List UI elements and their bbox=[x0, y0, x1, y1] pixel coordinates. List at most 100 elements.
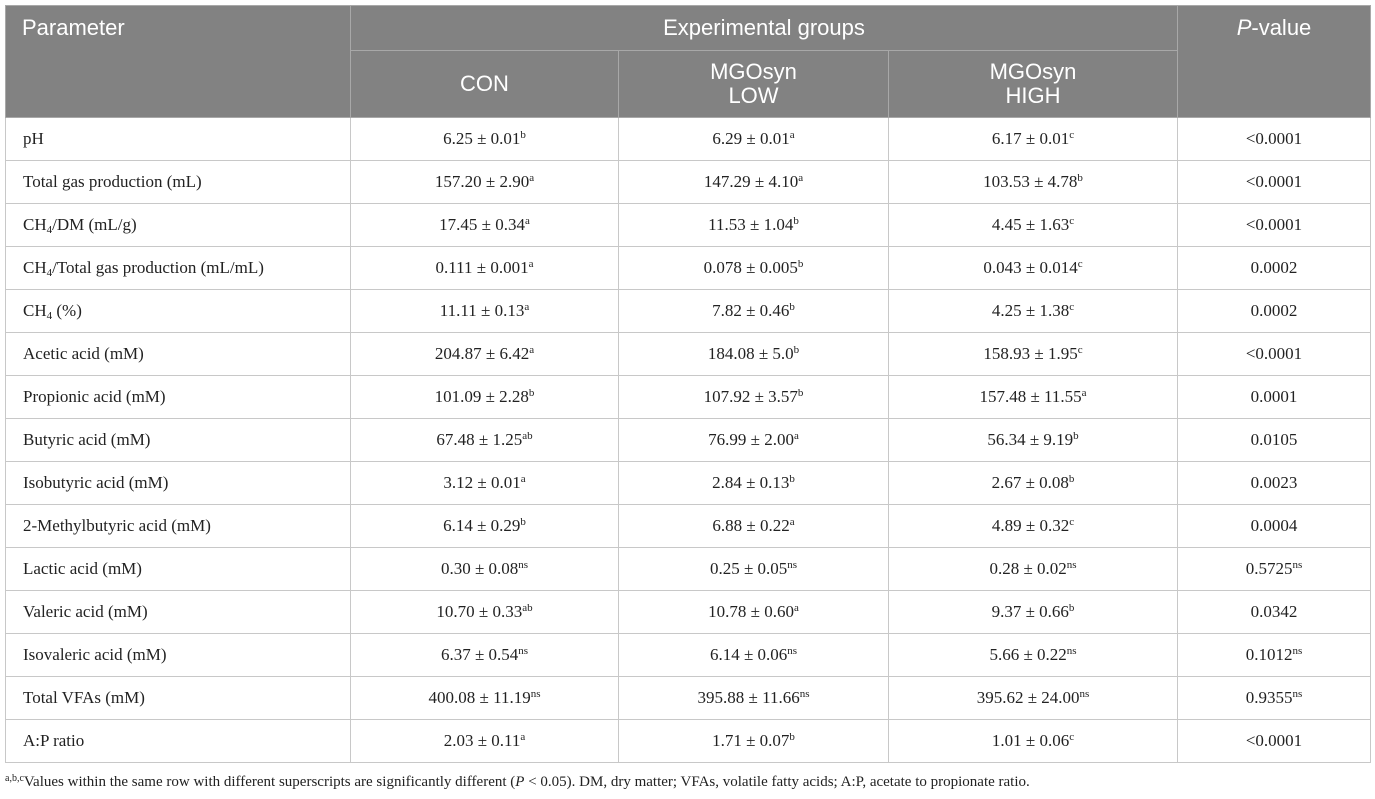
table-cell: 157.48 ± 11.55a bbox=[888, 375, 1178, 419]
row-label: Acetic acid (mM) bbox=[5, 332, 351, 376]
table-cell: 6.14 ± 0.06ns bbox=[618, 633, 889, 677]
row-label: Isobutyric acid (mM) bbox=[5, 461, 351, 505]
superscript: ns bbox=[1292, 645, 1303, 657]
superscript: ns bbox=[1292, 559, 1303, 571]
text-run: 0.25 ± 0.05 bbox=[709, 559, 788, 578]
text-run: 0.5725 bbox=[1245, 559, 1293, 578]
superscript: b bbox=[797, 258, 804, 270]
row-label: Propionic acid (mM) bbox=[5, 375, 351, 419]
table-cell: 6.37 ± 0.54ns bbox=[350, 633, 619, 677]
table-cell: 1.01 ± 0.06c bbox=[888, 719, 1178, 763]
text-run: Total gas production (mL) bbox=[23, 172, 202, 191]
table-row: Valeric acid (mM) 10.70 ± 0.33ab 10.78 ± 0… bbox=[5, 590, 1371, 634]
table-cell: 4.89 ± 0.32c bbox=[888, 504, 1178, 548]
text-run: 10.70 ± 0.33 bbox=[436, 602, 523, 621]
superscript: b bbox=[789, 473, 795, 485]
text-run: Total VFAs (mM) bbox=[23, 688, 145, 707]
text-run: 0.28 ± 0.02 bbox=[989, 559, 1067, 578]
text-run: 4.25 ± 1.38 bbox=[991, 301, 1070, 320]
table-cell: 0.0105 bbox=[1177, 418, 1371, 462]
table-cell: 76.99 ± 2.00a bbox=[618, 418, 889, 462]
text-run: 147.29 ± 4.10 bbox=[703, 172, 799, 191]
text-run: 103.53 ± 4.78 bbox=[983, 172, 1078, 191]
text-run: 1.71 ± 0.07 bbox=[712, 731, 790, 750]
table-cell: <0.0001 bbox=[1177, 719, 1371, 763]
superscript: a bbox=[520, 731, 526, 743]
table-cell: 5.66 ± 0.22ns bbox=[888, 633, 1178, 677]
table-row: Total VFAs (mM) 400.08 ± 11.19ns 395.88 ± … bbox=[5, 676, 1371, 720]
superscript: b bbox=[1068, 473, 1075, 485]
subscript: 4 bbox=[46, 310, 53, 322]
table-cell: 0.9355ns bbox=[1177, 676, 1371, 720]
superscript: b bbox=[789, 301, 795, 313]
text-run: 2.03 ± 0.11 bbox=[443, 731, 521, 750]
text-run: <0.0001 bbox=[1245, 172, 1303, 191]
superscript: a bbox=[1081, 387, 1087, 399]
table-row: A:P ratio 2.03 ± 0.11a 1.71 ± 0.07b 1.01 ± … bbox=[5, 719, 1371, 763]
text-run: 204.87 ± 6.42 bbox=[434, 344, 530, 363]
header-group-line: MGOsyn bbox=[710, 59, 797, 84]
text-run: 0.0001 bbox=[1250, 387, 1298, 406]
superscript: a bbox=[789, 516, 795, 528]
text-run: 6.17 ± 0.01 bbox=[991, 129, 1070, 148]
superscript: ns bbox=[1079, 688, 1090, 700]
table-cell: 6.25 ± 0.01b bbox=[350, 117, 619, 161]
table-cell: <0.0001 bbox=[1177, 203, 1371, 247]
text-run: 9.37 ± 0.66 bbox=[991, 602, 1069, 621]
table-cell: 395.88 ± 11.66ns bbox=[618, 676, 889, 720]
results-table: Parameter Experimental groups P-value CO… bbox=[5, 5, 1371, 763]
table-cell: 0.043 ± 0.014c bbox=[888, 246, 1178, 290]
text-run: 107.92 ± 3.57 bbox=[703, 387, 798, 406]
table-row: Butyric acid (mM) 67.48 ± 1.25ab 76.99 ± 2… bbox=[5, 418, 1371, 462]
text-run: CH bbox=[23, 301, 47, 320]
superscript: c bbox=[1069, 516, 1075, 528]
text-run: 6.29 ± 0.01 bbox=[712, 129, 790, 148]
superscript: b bbox=[520, 129, 526, 141]
superscript: ns bbox=[1292, 688, 1303, 700]
table-row: CH4 (%) 11.11 ± 0.13a 7.82 ± 0.46b 4.25 ± 1… bbox=[5, 289, 1371, 333]
table-row: pH 6.25 ± 0.01b 6.29 ± 0.01a 6.17 ± 0.01c <0… bbox=[5, 117, 1371, 161]
superscript: a bbox=[529, 344, 535, 356]
table-cell: 11.53 ± 1.04b bbox=[618, 203, 889, 247]
text-run: 11.53 ± 1.04 bbox=[708, 215, 794, 234]
table-cell: 184.08 ± 5.0b bbox=[618, 332, 889, 376]
row-label: CH4 (%) bbox=[5, 289, 351, 333]
table-row: Acetic acid (mM) 204.87 ± 6.42a 184.08 ± 5… bbox=[5, 332, 1371, 376]
text-run: 10.78 ± 0.60 bbox=[708, 602, 794, 621]
text-run: 158.93 ± 1.95 bbox=[983, 344, 1078, 363]
text-run: 400.08 ± 11.19 bbox=[428, 688, 531, 707]
text-run: P bbox=[515, 774, 525, 790]
text-run: 3.12 ± 0.01 bbox=[443, 473, 521, 492]
text-run: 0.0004 bbox=[1250, 516, 1298, 535]
table-row: 2-Methylbutyric acid (mM) 6.14 ± 0.29b 6.8… bbox=[5, 504, 1371, 548]
header-group: MGOsyn LOW bbox=[618, 50, 889, 118]
table-row: Isobutyric acid (mM) 3.12 ± 0.01a 2.84 ± 0… bbox=[5, 461, 1371, 505]
text-run: <0.0001 bbox=[1245, 731, 1303, 750]
text-run: 4.89 ± 0.32 bbox=[991, 516, 1070, 535]
table-cell: 0.0004 bbox=[1177, 504, 1371, 548]
row-label: Lactic acid (mM) bbox=[5, 547, 351, 591]
superscript: c bbox=[1077, 344, 1083, 356]
text-run: 56.34 ± 9.19 bbox=[987, 430, 1074, 449]
table-cell: 6.29 ± 0.01a bbox=[618, 117, 889, 161]
superscript: ns bbox=[530, 688, 541, 700]
row-label: CH4/DM (mL/g) bbox=[5, 203, 351, 247]
table-cell: 147.29 ± 4.10a bbox=[618, 160, 889, 204]
table-cell: 2.03 ± 0.11a bbox=[350, 719, 619, 763]
superscript: a bbox=[524, 215, 530, 227]
superscript: ab bbox=[522, 430, 533, 442]
text-run: <0.0001 bbox=[1245, 215, 1303, 234]
text-run: Values within the same row with differen… bbox=[23, 774, 516, 790]
table-cell: 3.12 ± 0.01a bbox=[350, 461, 619, 505]
table-row: CH4/Total gas production (mL/mL) 0.111 ± … bbox=[5, 246, 1371, 290]
text-run: (%) bbox=[52, 301, 82, 320]
text-run: Valeric acid (mM) bbox=[23, 602, 148, 621]
text-run: -value bbox=[1251, 15, 1312, 40]
text-run: A:P ratio bbox=[23, 731, 85, 750]
superscript: ns bbox=[518, 559, 529, 571]
text-run: 0.1012 bbox=[1245, 645, 1293, 664]
table-cell: 103.53 ± 4.78b bbox=[888, 160, 1178, 204]
table-row: Isovaleric acid (mM) 6.37 ± 0.54ns 6.14 ± … bbox=[5, 633, 1371, 677]
superscript: b bbox=[520, 516, 526, 528]
text-run: 2.67 ± 0.08 bbox=[991, 473, 1069, 492]
